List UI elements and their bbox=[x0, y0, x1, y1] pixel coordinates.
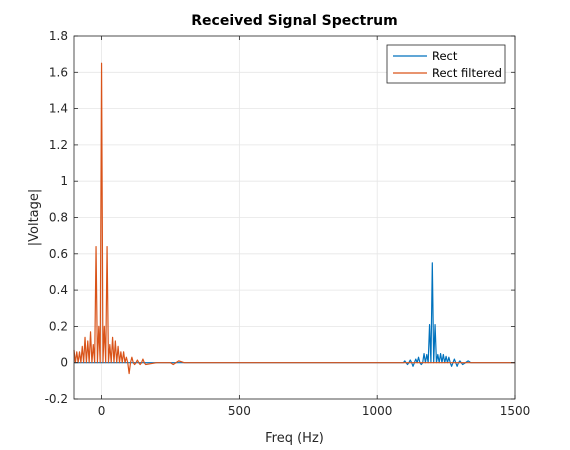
y-tick-label: -0.2 bbox=[45, 392, 68, 406]
y-tick-label: 1.8 bbox=[49, 29, 68, 43]
legend: Rect Rect filtered bbox=[386, 44, 506, 84]
y-axis-label: |Voltage| bbox=[27, 189, 42, 247]
y-tick-label: 0.6 bbox=[49, 247, 68, 261]
legend-label-rect-filtered: Rect filtered bbox=[432, 66, 502, 80]
series-line-rect bbox=[74, 262, 515, 367]
y-tick-label: 1 bbox=[60, 174, 68, 188]
y-tick-label: 0 bbox=[60, 356, 68, 370]
y-tick-label: 0.8 bbox=[49, 211, 68, 225]
x-tick-label: 0 bbox=[98, 404, 106, 418]
ticks: 0 500 1000 1500 -0.2 0 0.2 0.4 0.6 0.8 1 1.2 1.4 1.6 1… bbox=[45, 29, 531, 418]
series-line-rect-filtered bbox=[73, 62, 515, 375]
y-tick-label: 1.4 bbox=[49, 102, 68, 116]
x-tick-label: 1500 bbox=[500, 404, 531, 418]
chart-title: Received Signal Spectrum bbox=[191, 13, 397, 29]
x-tick-label: 500 bbox=[228, 404, 251, 418]
x-axis-label: Freq (Hz) bbox=[265, 431, 324, 446]
y-tick-label: 0.4 bbox=[49, 283, 68, 297]
y-tick-label: 0.2 bbox=[49, 319, 68, 333]
x-tick-label: 1000 bbox=[362, 404, 393, 418]
series-layer bbox=[73, 62, 515, 375]
y-tick-label: 1.2 bbox=[49, 138, 68, 152]
y-tick-label: 1.6 bbox=[49, 65, 68, 79]
legend-label-rect: Rect bbox=[432, 49, 458, 63]
legend-box bbox=[386, 44, 506, 84]
